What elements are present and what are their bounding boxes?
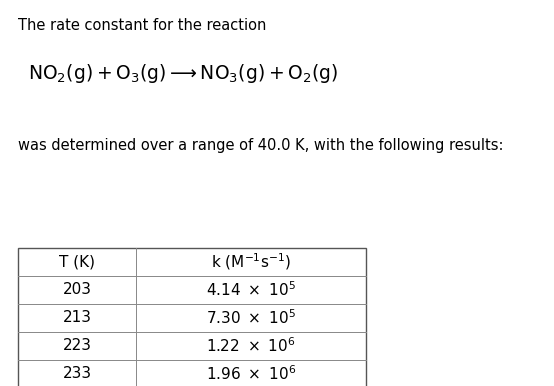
Text: T (K): T (K) [59,254,95,269]
Text: $\mathregular{7.30\ \times\ 10^{5}}$: $\mathregular{7.30\ \times\ 10^{5}}$ [206,309,296,327]
Text: $\mathregular{k\ (M^{-1}s^{-1})}$: $\mathregular{k\ (M^{-1}s^{-1})}$ [211,252,291,273]
Text: $\mathregular{NO_2(g)+O_3(g) \longrightarrow NO_3(g)+O_2(g)}$: $\mathregular{NO_2(g)+O_3(g) \longrighta… [28,62,338,85]
Text: 203: 203 [63,283,91,298]
Bar [18,248,366,386]
Text: 213: 213 [63,310,91,325]
Text: The rate constant for the reaction: The rate constant for the reaction [18,18,266,33]
Text: 233: 233 [63,366,91,381]
Text: $\mathregular{1.96\ \times\ 10^{6}}$: $\mathregular{1.96\ \times\ 10^{6}}$ [206,365,296,383]
Text: 223: 223 [63,339,91,354]
Text: $\mathregular{1.22\ \times\ 10^{6}}$: $\mathregular{1.22\ \times\ 10^{6}}$ [206,337,296,356]
Text: was determined over a range of 40.0 K, with the following results:: was determined over a range of 40.0 K, w… [18,138,504,153]
Text: $\mathregular{4.14\ \times\ 10^{5}}$: $\mathregular{4.14\ \times\ 10^{5}}$ [206,281,296,300]
